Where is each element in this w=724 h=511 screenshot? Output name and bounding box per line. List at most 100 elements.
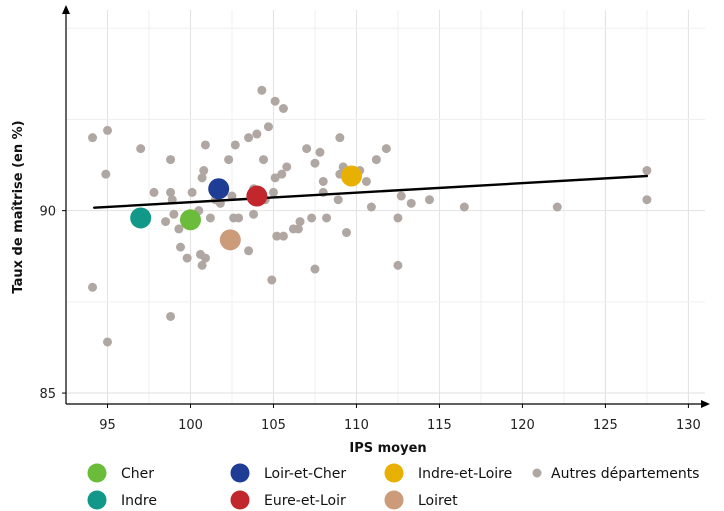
point-indre [130,207,152,229]
data-point [307,213,317,223]
data-point [176,242,186,252]
data-point [244,246,254,256]
x-tick-label: 120 [510,418,535,433]
data-point [277,169,287,179]
data-point [149,187,159,197]
data-point [224,155,234,165]
legend-label-loiret: Loiret [418,493,458,509]
tick-labels: 95 100 105 110 115 120 125 130 85 90 [39,205,700,433]
data-point [199,166,209,176]
data-point [161,217,171,227]
point-indre-et-loire [340,165,362,187]
x-tick-label: 130 [676,418,701,433]
point-cher [179,209,201,231]
data-point [249,209,259,219]
data-point [310,158,320,168]
y-tick-label: 90 [39,205,56,220]
data-point [174,224,184,234]
point-eure-et-loir [246,185,268,207]
legend-swatch-indre-et-loire [384,463,404,483]
x-tick-label: 125 [593,418,618,433]
data-point [278,104,288,113]
data-point [270,96,280,106]
legend-label-cher: Cher [121,466,154,482]
x-axis-arrow-icon [701,400,710,408]
data-point [322,213,332,223]
x-axis-title: IPS moyen [349,441,426,456]
data-point [318,176,328,186]
data-point [272,231,282,241]
data-point [166,155,176,165]
legend-label-loir-et-cher: Loir-et-Cher [264,466,346,482]
data-point [393,260,403,270]
data-point [642,195,652,205]
data-point [335,133,345,143]
data-point [310,264,320,274]
data-point [393,213,403,223]
data-point [268,187,278,197]
data-points [88,85,652,347]
data-point [166,187,176,197]
data-point [302,144,312,154]
data-point [361,176,371,186]
data-point [88,282,98,292]
data-point [333,195,343,205]
point-loir-et-cher [208,178,230,200]
data-point [88,133,98,143]
data-point [459,202,469,212]
data-point [381,144,391,154]
legend-swatch-loiret [384,490,404,510]
y-tick-label: 85 [39,387,56,402]
data-point [278,231,288,241]
highlighted-departments [130,165,362,251]
data-point [424,195,434,205]
legend-label-indre: Indre [121,493,157,509]
data-point [259,155,269,165]
legend-swatch-loir-et-cher [230,463,250,483]
data-point [187,187,197,197]
data-point [244,133,254,143]
data-point [295,217,305,227]
data-point [642,166,652,176]
data-point [200,140,210,150]
data-point [205,213,215,223]
data-point [396,191,406,201]
x-tick-label: 115 [427,418,452,433]
trend-line [93,174,649,209]
x-tick-label: 100 [178,418,203,433]
legend: Cher Indre Loir-et-Cher Eure-et-Loir Indre-e… [87,463,699,510]
data-point [197,173,207,183]
legend-swatch-indre [87,490,107,510]
data-point [197,260,207,270]
legend-swatch-autres-departements [532,468,542,478]
data-point [257,85,267,95]
data-point [267,275,277,285]
x-tick-label: 110 [344,418,369,433]
point-loiret [219,229,241,251]
y-axis-title: Taux de maîtrise (en %) [11,120,26,293]
legend-label-eure-et-loir: Eure-et-Loir [264,493,346,509]
data-point [282,162,292,172]
data-point [136,144,146,154]
data-point [315,147,325,157]
data-point [230,140,240,150]
x-tick-label: 105 [261,418,286,433]
data-point [406,198,416,208]
data-point [341,228,351,238]
x-tick-label: 95 [99,418,116,433]
y-axis-arrow-icon [62,5,70,14]
data-point [200,253,210,263]
data-point [270,173,280,183]
data-point [182,253,192,263]
data-point [101,169,111,179]
data-point [552,202,562,212]
data-point [169,209,179,219]
legend-label-indre-et-loire: Indre-et-Loire [418,466,512,482]
grid [66,10,705,404]
data-point [102,337,112,347]
data-point [102,125,112,135]
data-point [366,202,376,212]
legend-swatch-eure-et-loir [230,490,250,510]
legend-label-autres-departements: Autres départements [551,466,699,482]
